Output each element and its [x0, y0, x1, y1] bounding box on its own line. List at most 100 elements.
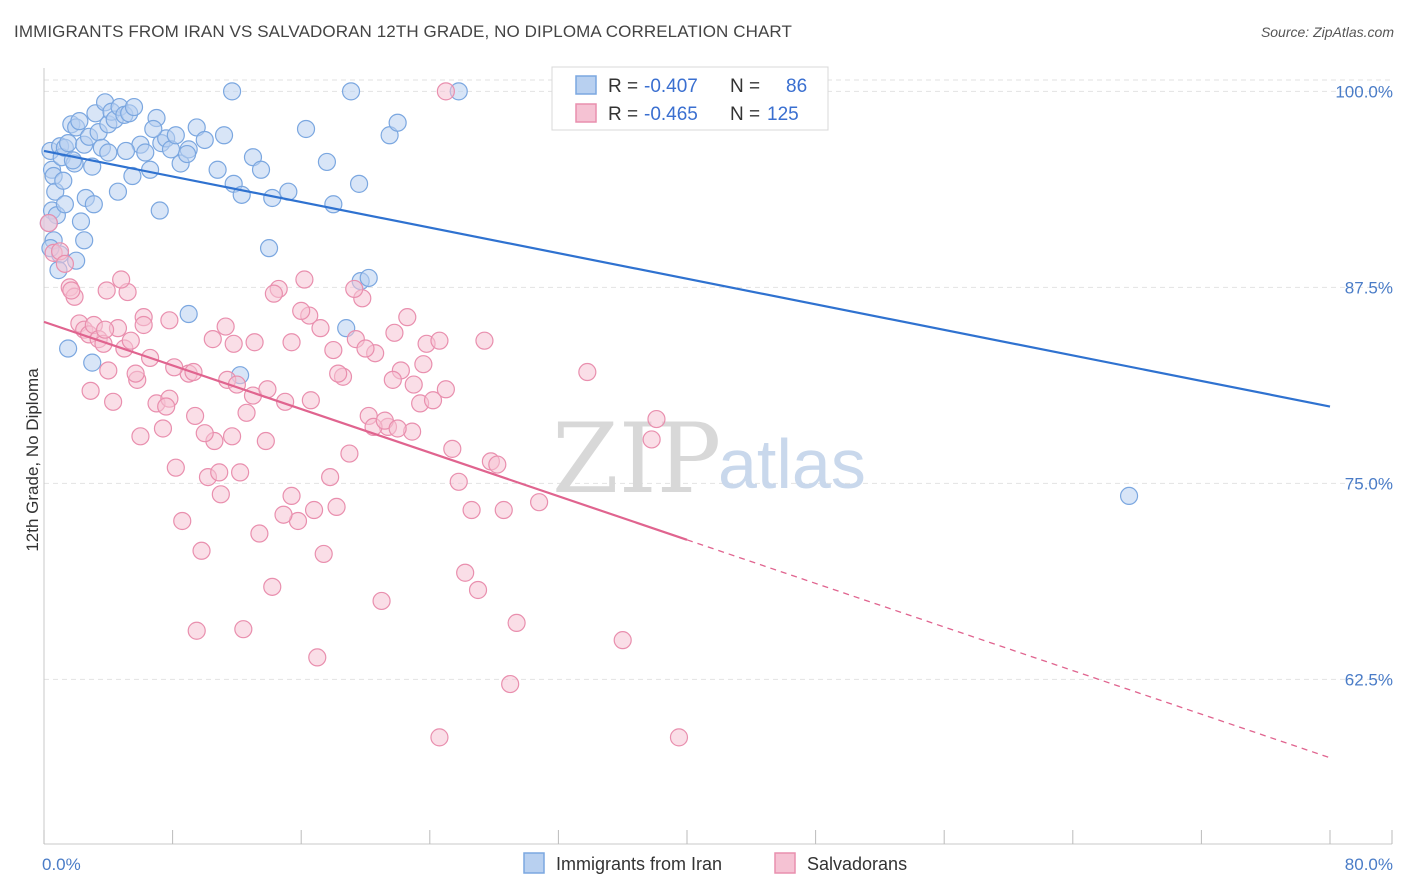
- bottom-legend-label-salvadoran: Salvadorans: [807, 854, 907, 874]
- point-iran: [116, 141, 136, 161]
- point-salvadoran: [55, 254, 74, 273]
- point-iran: [341, 82, 361, 101]
- point-salvadoran: [121, 331, 140, 350]
- point-salvadoran: [186, 406, 205, 426]
- point-salvadoran: [166, 458, 185, 477]
- point-salvadoran: [157, 397, 176, 416]
- point-salvadoran: [234, 620, 253, 639]
- point-salvadoran: [669, 728, 689, 747]
- data-points: [39, 82, 1139, 747]
- point-salvadoran: [501, 674, 520, 694]
- point-iran: [59, 339, 78, 358]
- point-salvadoran: [62, 281, 81, 300]
- point-salvadoran: [210, 463, 229, 482]
- point-salvadoran: [165, 358, 184, 377]
- axes: [43, 68, 1393, 845]
- point-iran: [349, 174, 369, 193]
- x-tick-label-min: 0.0%: [42, 855, 81, 874]
- bottom-legend-label-iran: Immigrants from Iran: [556, 854, 722, 874]
- legend-swatch-salvadoran: [575, 103, 597, 123]
- point-salvadoran: [216, 317, 235, 336]
- point-iran: [251, 160, 271, 179]
- watermark: ZIP atlas: [552, 403, 866, 515]
- point-salvadoran: [131, 427, 150, 446]
- point-iran: [54, 171, 73, 190]
- point-salvadoran: [282, 486, 301, 506]
- point-salvadoran: [404, 375, 423, 394]
- point-salvadoran: [104, 392, 123, 411]
- bottom-legend-swatch-iran: [523, 852, 545, 874]
- point-iran: [84, 195, 103, 214]
- trend-lines: [43, 149, 1331, 759]
- point-salvadoran: [356, 339, 375, 358]
- point-iran: [195, 130, 214, 150]
- y-tick-label: 100.0%: [1335, 82, 1393, 101]
- point-salvadoran: [324, 340, 343, 360]
- point-salvadoran: [160, 311, 179, 330]
- point-salvadoran: [329, 364, 348, 383]
- point-salvadoran: [301, 391, 320, 410]
- point-iran: [222, 82, 242, 101]
- point-salvadoran: [398, 308, 417, 327]
- y-tick-label: 75.0%: [1345, 474, 1393, 493]
- point-iran: [359, 268, 378, 288]
- point-salvadoran: [237, 403, 256, 422]
- legend-n-label-iran: N =: [730, 76, 760, 97]
- point-salvadoran: [222, 427, 242, 446]
- point-salvadoran: [507, 613, 526, 633]
- point-salvadoran: [126, 364, 145, 383]
- point-salvadoran: [462, 500, 481, 520]
- point-salvadoran: [385, 323, 404, 342]
- point-salvadoran: [345, 279, 364, 299]
- point-iran: [70, 112, 89, 131]
- watermark-zip: ZIP: [552, 403, 721, 515]
- point-salvadoran: [97, 281, 116, 300]
- point-salvadoran: [430, 331, 449, 350]
- point-iran: [259, 239, 279, 258]
- point-salvadoran: [187, 621, 206, 640]
- point-salvadoran: [530, 493, 549, 512]
- point-salvadoran: [231, 463, 250, 482]
- point-iran: [208, 160, 227, 179]
- point-salvadoran: [494, 500, 513, 520]
- point-iran: [1119, 486, 1139, 506]
- point-iran: [317, 152, 337, 172]
- point-salvadoran: [203, 330, 222, 349]
- legend-box: [551, 66, 829, 131]
- point-salvadoran: [304, 500, 324, 520]
- point-iran: [75, 231, 94, 250]
- bottom-legend-swatch-salvadoran: [774, 852, 796, 874]
- point-salvadoran: [192, 541, 211, 560]
- point-salvadoran: [436, 380, 455, 399]
- point-iran: [108, 182, 128, 201]
- point-salvadoran: [195, 424, 214, 443]
- point-salvadoran: [423, 391, 443, 410]
- point-iran: [166, 126, 185, 145]
- point-iran: [144, 119, 163, 139]
- y-tick-label: 87.5%: [1345, 278, 1393, 297]
- point-salvadoran: [647, 409, 666, 429]
- point-salvadoran: [488, 455, 507, 474]
- point-iran: [150, 201, 169, 220]
- legend-n-label-salvadoran: N =: [730, 104, 760, 125]
- point-iran: [388, 113, 407, 132]
- point-salvadoran: [295, 270, 314, 289]
- point-salvadoran: [340, 444, 359, 463]
- point-salvadoran: [263, 577, 282, 596]
- y-tick-label: 62.5%: [1345, 670, 1393, 689]
- trend-line-iran: [43, 149, 1331, 408]
- legend-r-label-salvadoran: R =: [608, 104, 638, 125]
- point-salvadoran: [430, 728, 449, 747]
- point-salvadoran: [327, 497, 346, 516]
- point-salvadoran: [475, 331, 494, 350]
- watermark-atlas: atlas: [718, 425, 866, 503]
- point-salvadoran: [153, 419, 173, 438]
- chart-title: IMMIGRANTS FROM IRAN VS SALVADORAN 12TH …: [14, 22, 792, 41]
- point-salvadoran: [39, 213, 58, 233]
- point-iran: [55, 195, 74, 214]
- point-salvadoran: [321, 467, 340, 487]
- point-salvadoran: [388, 419, 407, 438]
- point-salvadoran: [250, 524, 269, 543]
- legend-n-value-salvadoran: 125: [767, 104, 799, 125]
